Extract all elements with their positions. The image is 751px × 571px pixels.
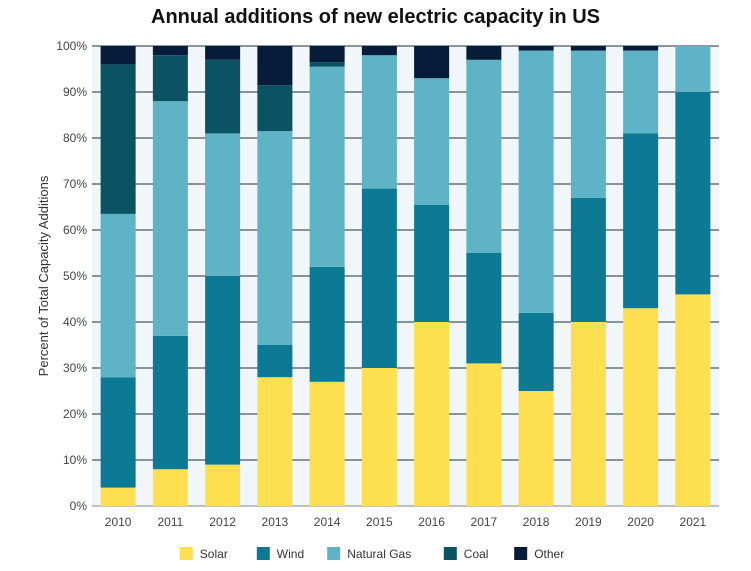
- bar-segment-natural-gas-2020: [623, 50, 659, 134]
- y-tick-label: 100%: [56, 39, 87, 53]
- x-tick-label: 2020: [627, 515, 654, 529]
- legend-swatch-coal: [443, 547, 457, 560]
- chart-title: Annual additions of new electric capacit…: [151, 6, 600, 28]
- bar-segment-other-2011: [152, 46, 188, 56]
- bar-segment-natural-gas-2015: [361, 55, 397, 189]
- bar-segment-natural-gas-2018: [518, 50, 554, 313]
- x-tick-label: 2016: [418, 515, 445, 529]
- bar-segment-other-2010: [100, 46, 136, 65]
- bar-segment-other-2018: [518, 46, 554, 51]
- bar-segment-wind-2019: [570, 197, 606, 322]
- bar-segment-natural-gas-2017: [466, 59, 502, 253]
- y-tick-label: 70%: [63, 177, 87, 191]
- x-tick-label: 2015: [366, 515, 393, 529]
- y-tick-label: 10%: [63, 453, 87, 467]
- y-tick-label: 0%: [70, 499, 88, 513]
- y-tick-label: 20%: [63, 407, 87, 421]
- x-tick-label: 2021: [680, 515, 707, 529]
- y-tick-label: 60%: [63, 223, 87, 237]
- bar-segment-wind-2014: [309, 266, 345, 382]
- bar-segment-solar-2020: [623, 308, 659, 506]
- bar-segment-solar-2011: [152, 469, 188, 506]
- bar-segment-other-2016: [414, 46, 450, 79]
- bar-segment-natural-gas-2016: [414, 78, 450, 205]
- bar-segment-solar-2016: [414, 322, 450, 506]
- legend-swatch-wind: [256, 547, 270, 560]
- bar-segment-solar-2017: [466, 363, 502, 506]
- bars: [100, 46, 711, 506]
- legend-swatch-solar: [179, 547, 193, 560]
- bar-segment-solar-2019: [570, 322, 606, 506]
- bar-segment-other-2014: [309, 46, 345, 63]
- bar-segment-coal-2011: [152, 55, 188, 102]
- x-tick-label: 2012: [209, 515, 236, 529]
- bar-segment-coal-2010: [100, 64, 136, 214]
- bar-segment-solar-2021: [675, 294, 711, 506]
- y-tick-label: 30%: [63, 361, 87, 375]
- bar-segment-other-2013: [257, 46, 293, 86]
- bar-segment-natural-gas-2010: [100, 213, 136, 378]
- bar-segment-other-2015: [361, 46, 397, 56]
- x-tick-label: 2014: [314, 515, 341, 529]
- bar-segment-wind-2018: [518, 312, 554, 391]
- bar-segment-solar-2014: [309, 381, 345, 506]
- y-tick-label: 50%: [63, 269, 87, 283]
- bar-segment-wind-2011: [152, 335, 188, 470]
- bar-segment-natural-gas-2014: [309, 66, 345, 267]
- bar-segment-natural-gas-2021: [675, 46, 711, 92]
- x-tick-label: 2011: [157, 515, 183, 529]
- x-tick-label: 2010: [105, 515, 132, 529]
- legend-label-wind: Wind: [277, 547, 304, 561]
- y-tick-label: 90%: [63, 85, 87, 99]
- bar-segment-wind-2016: [414, 204, 450, 322]
- x-tick-label: 2019: [575, 515, 602, 529]
- bar-segment-solar-2018: [518, 391, 554, 506]
- bar-segment-wind-2015: [361, 188, 397, 368]
- x-tick-label: 2017: [471, 515, 498, 529]
- x-tick-label: 2013: [262, 515, 289, 529]
- legend-swatch-natural-gas: [327, 547, 341, 560]
- bar-segment-natural-gas-2013: [257, 131, 293, 345]
- bar-segment-solar-2012: [205, 464, 241, 506]
- bar-segment-wind-2017: [466, 253, 502, 364]
- bar-segment-wind-2012: [205, 276, 241, 465]
- bar-segment-wind-2010: [100, 377, 136, 488]
- bar-segment-other-2019: [570, 46, 606, 51]
- bar-segment-solar-2013: [257, 377, 293, 506]
- bar-segment-natural-gas-2019: [570, 50, 606, 198]
- legend: Solar Wind Natural Gas Coal Other: [179, 547, 564, 561]
- bar-segment-coal-2014: [309, 62, 345, 67]
- x-tick-label: 2018: [523, 515, 550, 529]
- bar-segment-solar-2010: [100, 487, 136, 506]
- legend-swatch-other: [514, 547, 528, 560]
- legend-label-other: Other: [534, 547, 564, 561]
- bar-segment-natural-gas-2012: [205, 133, 241, 276]
- bar-segment-other-2020: [623, 46, 659, 51]
- legend-label-solar: Solar: [200, 547, 228, 561]
- bar-segment-solar-2015: [361, 368, 397, 506]
- bar-segment-other-2012: [205, 46, 241, 60]
- grid-lines: [92, 45, 719, 507]
- bar-segment-wind-2020: [623, 133, 659, 309]
- bar-segment-natural-gas-2011: [152, 101, 188, 336]
- legend-label-coal: Coal: [464, 547, 489, 561]
- legend-label-natural-gas: Natural Gas: [347, 547, 411, 561]
- y-axis-title: Percent of Total Capacity Additions: [36, 175, 51, 376]
- bar-segment-wind-2021: [675, 92, 711, 295]
- y-tick-label: 80%: [63, 131, 87, 145]
- y-tick-label: 40%: [63, 315, 87, 329]
- y-tick-labels: 0% 10% 20% 30% 40% 50% 60% 70% 80% 90% 100%: [56, 39, 87, 513]
- x-tick-labels: 2010 2011 2012 2013 2014 2015 2016 2017 2018 2019…: [105, 515, 707, 529]
- bar-segment-other-2017: [466, 46, 502, 60]
- bar-segment-coal-2013: [257, 85, 293, 132]
- bar-segment-wind-2013: [257, 345, 293, 378]
- bar-segment-coal-2012: [205, 59, 241, 134]
